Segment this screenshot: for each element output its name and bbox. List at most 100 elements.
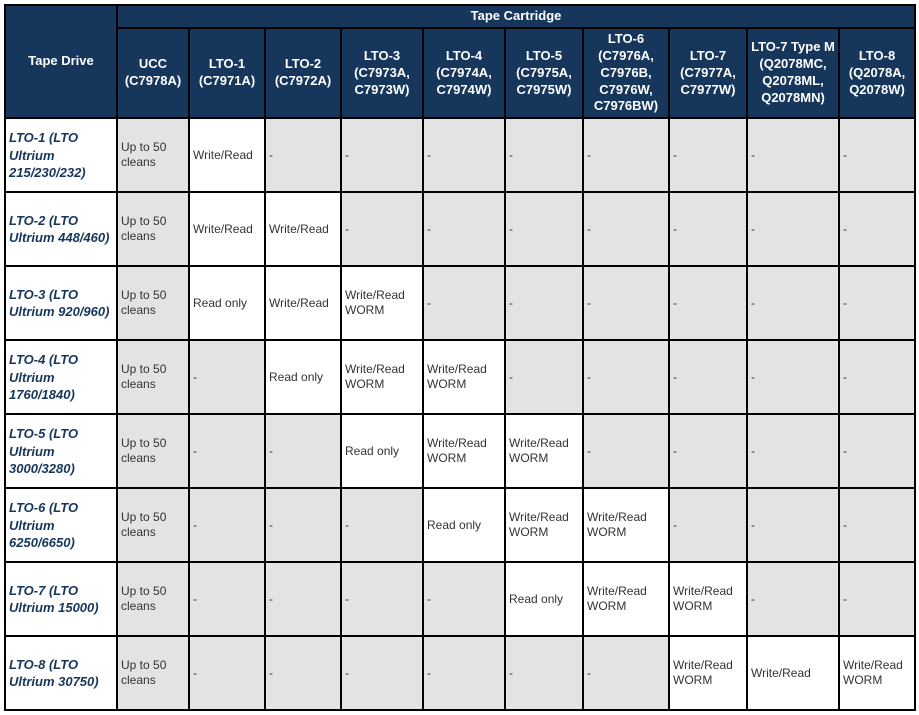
data-cell: Write/Read bbox=[265, 192, 341, 266]
data-cell: - bbox=[341, 636, 423, 710]
data-cell: - bbox=[265, 414, 341, 488]
data-cell: Write/Read WORM bbox=[423, 414, 505, 488]
table-row: LTO-2 (LTO Ultrium 448/460)Up to 50 clea… bbox=[5, 192, 915, 266]
data-cell: Write/Read bbox=[747, 636, 839, 710]
data-cell: Up to 50 cleans bbox=[117, 192, 189, 266]
data-cell: - bbox=[669, 340, 747, 414]
data-cell: - bbox=[505, 266, 583, 340]
table-row: LTO-5 (LTO Ultrium 3000/3280)Up to 50 cl… bbox=[5, 414, 915, 488]
data-cell: - bbox=[747, 192, 839, 266]
table-row: LTO-3 (LTO Ultrium 920/960)Up to 50 clea… bbox=[5, 266, 915, 340]
corner-header: Tape Drive bbox=[5, 5, 117, 118]
data-cell: Write/Read WORM bbox=[669, 562, 747, 636]
data-cell: - bbox=[583, 266, 669, 340]
row-header: LTO-2 (LTO Ultrium 448/460) bbox=[5, 192, 117, 266]
data-cell: - bbox=[583, 340, 669, 414]
data-cell: Up to 50 cleans bbox=[117, 266, 189, 340]
col-header: UCC(C7978A) bbox=[117, 28, 189, 118]
data-cell: - bbox=[583, 118, 669, 192]
data-cell: - bbox=[423, 636, 505, 710]
data-cell: - bbox=[341, 488, 423, 562]
column-header-row: UCC(C7978A) LTO-1(C7971A) LTO-2(C7972A) … bbox=[5, 28, 915, 118]
data-cell: - bbox=[669, 488, 747, 562]
table-row: LTO-8 (LTO Ultrium 30750)Up to 50 cleans… bbox=[5, 636, 915, 710]
col-header: LTO-1(C7971A) bbox=[189, 28, 265, 118]
data-cell: Write/Read bbox=[265, 266, 341, 340]
data-cell: - bbox=[189, 636, 265, 710]
col-header: LTO-7(C7977A, C7977W) bbox=[669, 28, 747, 118]
data-cell: Read only bbox=[505, 562, 583, 636]
table-body: LTO-1 (LTO Ultrium 215/230/232)Up to 50 … bbox=[5, 118, 915, 710]
table-row: LTO-1 (LTO Ultrium 215/230/232)Up to 50 … bbox=[5, 118, 915, 192]
data-cell: - bbox=[839, 340, 915, 414]
data-cell: - bbox=[423, 266, 505, 340]
data-cell: Write/Read WORM bbox=[505, 488, 583, 562]
data-cell: Read only bbox=[265, 340, 341, 414]
data-cell: - bbox=[423, 192, 505, 266]
data-cell: - bbox=[341, 192, 423, 266]
data-cell: - bbox=[423, 562, 505, 636]
data-cell: Up to 50 cleans bbox=[117, 118, 189, 192]
col-header: LTO-3(C7973A, C7973W) bbox=[341, 28, 423, 118]
row-header: LTO-8 (LTO Ultrium 30750) bbox=[5, 636, 117, 710]
data-cell: - bbox=[505, 118, 583, 192]
data-cell: - bbox=[839, 488, 915, 562]
data-cell: - bbox=[583, 192, 669, 266]
data-cell: - bbox=[839, 414, 915, 488]
data-cell: Write/Read WORM bbox=[423, 340, 505, 414]
col-header: LTO-7 Type M(Q2078MC, Q2078ML, Q2078MN) bbox=[747, 28, 839, 118]
data-cell: - bbox=[839, 562, 915, 636]
data-cell: - bbox=[839, 266, 915, 340]
data-cell: - bbox=[505, 340, 583, 414]
data-cell: Up to 50 cleans bbox=[117, 340, 189, 414]
table-row: LTO-7 (LTO Ultrium 15000)Up to 50 cleans… bbox=[5, 562, 915, 636]
data-cell: Write/Read WORM bbox=[505, 414, 583, 488]
data-cell: - bbox=[265, 562, 341, 636]
data-cell: - bbox=[747, 340, 839, 414]
col-header: LTO-4(C7974A, C7974W) bbox=[423, 28, 505, 118]
data-cell: Write/Read WORM bbox=[669, 636, 747, 710]
row-header: LTO-6 (LTO Ultrium 6250/6650) bbox=[5, 488, 117, 562]
col-header: LTO-2(C7972A) bbox=[265, 28, 341, 118]
data-cell: - bbox=[265, 636, 341, 710]
data-cell: - bbox=[423, 118, 505, 192]
col-header: LTO-8(Q2078A, Q2078W) bbox=[839, 28, 915, 118]
super-header: Tape Cartridge bbox=[117, 5, 915, 28]
data-cell: Write/Read bbox=[189, 118, 265, 192]
data-cell: - bbox=[669, 192, 747, 266]
data-cell: - bbox=[583, 414, 669, 488]
data-cell: - bbox=[265, 118, 341, 192]
data-cell: - bbox=[747, 562, 839, 636]
row-header: LTO-5 (LTO Ultrium 3000/3280) bbox=[5, 414, 117, 488]
data-cell: - bbox=[583, 636, 669, 710]
data-cell: Write/Read bbox=[189, 192, 265, 266]
data-cell: - bbox=[341, 562, 423, 636]
data-cell: Read only bbox=[189, 266, 265, 340]
data-cell: - bbox=[839, 118, 915, 192]
data-cell: - bbox=[669, 118, 747, 192]
data-cell: Read only bbox=[423, 488, 505, 562]
row-header: LTO-7 (LTO Ultrium 15000) bbox=[5, 562, 117, 636]
data-cell: - bbox=[669, 266, 747, 340]
data-cell: Read only bbox=[341, 414, 423, 488]
data-cell: - bbox=[341, 118, 423, 192]
data-cell: - bbox=[189, 340, 265, 414]
data-cell: - bbox=[189, 562, 265, 636]
data-cell: - bbox=[839, 192, 915, 266]
row-header: LTO-4 (LTO Ultrium 1760/1840) bbox=[5, 340, 117, 414]
data-cell: Write/Read WORM bbox=[583, 488, 669, 562]
data-cell: Write/Read WORM bbox=[583, 562, 669, 636]
col-header: LTO-6(C7976A, C7976B, C7976W, C7976BW) bbox=[583, 28, 669, 118]
data-cell: - bbox=[747, 118, 839, 192]
data-cell: Up to 50 cleans bbox=[117, 562, 189, 636]
data-cell: - bbox=[505, 192, 583, 266]
data-cell: - bbox=[747, 488, 839, 562]
data-cell: - bbox=[505, 636, 583, 710]
data-cell: - bbox=[747, 266, 839, 340]
data-cell: - bbox=[669, 414, 747, 488]
data-cell: - bbox=[189, 414, 265, 488]
data-cell: - bbox=[265, 488, 341, 562]
data-cell: - bbox=[747, 414, 839, 488]
data-cell: - bbox=[189, 488, 265, 562]
data-cell: Up to 50 cleans bbox=[117, 414, 189, 488]
